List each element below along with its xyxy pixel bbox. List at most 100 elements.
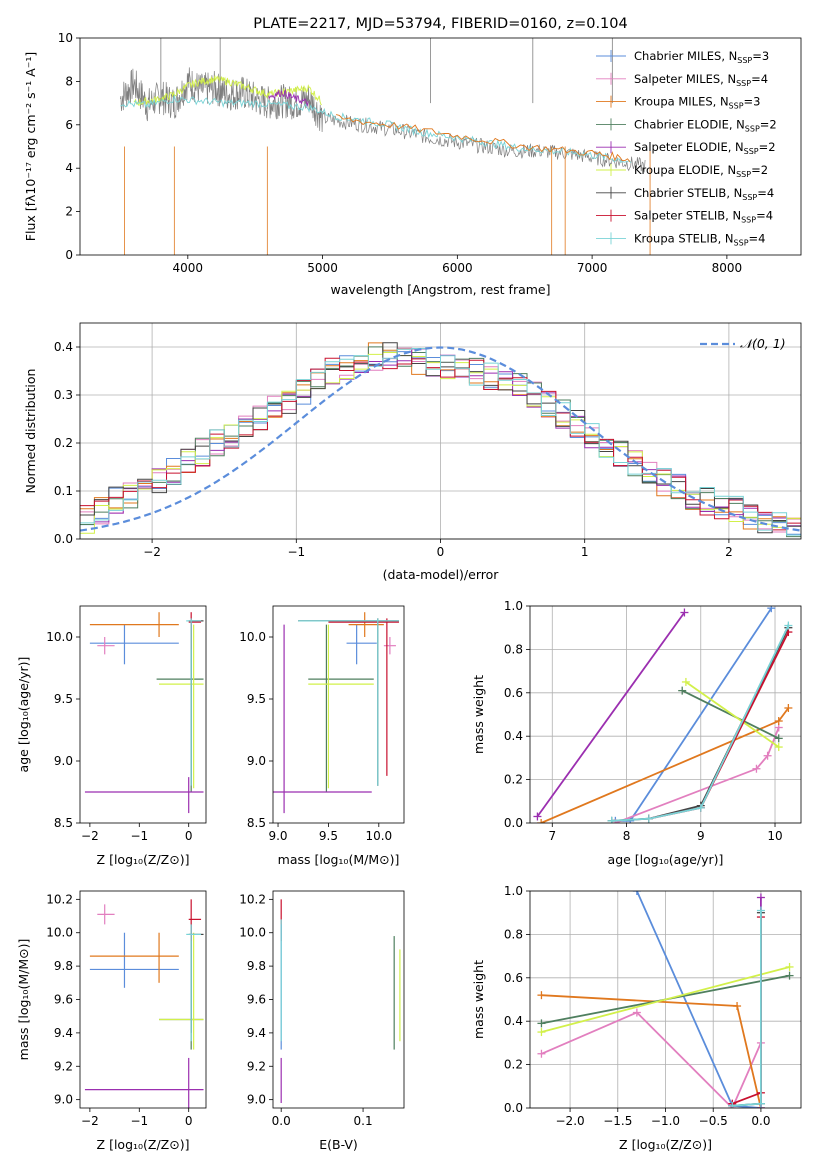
age_vs_Z-ylabel: age [log₁₀(age/yr)] xyxy=(16,657,31,773)
x-tick-label: 9.5 xyxy=(319,829,338,843)
y-tick-label: 0.2 xyxy=(504,773,523,787)
line-kroupa_stelib xyxy=(611,625,790,822)
line-kroupa_miles xyxy=(541,994,762,1108)
y-tick-label: 0.2 xyxy=(54,436,73,450)
massweight_vs_Z-frame xyxy=(529,890,802,1109)
y-tick-label: 10.2 xyxy=(239,892,266,906)
y-tick-label: 9.0 xyxy=(54,754,73,768)
x-tick-label: 0 xyxy=(437,545,445,559)
y-tick-label: 10 xyxy=(58,31,73,45)
mass_vs_Z-frame xyxy=(79,890,207,1109)
mass_vs_EBV-frame xyxy=(272,890,405,1109)
x-tick-label: −1.5 xyxy=(603,1114,632,1128)
spectrum-data-line xyxy=(120,67,646,173)
mass_vs_EBV-points xyxy=(280,899,401,1103)
y-tick-label: 10.0 xyxy=(239,630,266,644)
y-tick-label: 9.2 xyxy=(247,1059,266,1073)
x-tick-label: 1 xyxy=(581,545,589,559)
y-tick-label: 10.0 xyxy=(46,630,73,644)
y-tick-label: 8.5 xyxy=(54,816,73,830)
y-tick-label: 9.0 xyxy=(247,754,266,768)
age_vs_mass-points xyxy=(273,612,399,814)
y-tick-label: 6 xyxy=(65,118,73,132)
y-tick-label: 0.2 xyxy=(504,1058,523,1072)
x-tick-label: 0.0 xyxy=(272,1114,291,1128)
x-tick-label: 7000 xyxy=(577,261,608,275)
x-tick-label: 0.0 xyxy=(751,1114,770,1128)
age_vs_Z-frame xyxy=(79,605,207,824)
x-tick-label: −2 xyxy=(143,545,161,559)
x-tick-label: 10.0 xyxy=(365,829,392,843)
spectrum-title: PLATE=2217, MJD=53794, FIBERID=0160, z=0… xyxy=(253,16,627,32)
spectrum-model-line-kroupa_stelib xyxy=(120,94,632,164)
x-tick-label: −2 xyxy=(81,829,99,843)
line-salpeter_miles xyxy=(541,1011,762,1108)
x-tick-label: 0 xyxy=(185,1114,193,1128)
line-chabrier_elodie xyxy=(681,689,780,740)
normal-curve xyxy=(80,346,801,532)
y-tick-label: 1.0 xyxy=(504,599,523,613)
x-tick-label: 10 xyxy=(767,829,782,843)
spectrum-ylabel: Flux [fλ10⁻¹⁷ erg cm⁻² s⁻¹ A⁻¹] xyxy=(23,52,38,241)
x-tick-label: 0.1 xyxy=(354,1114,373,1128)
y-tick-label: 0.6 xyxy=(504,971,523,985)
line-salpeter_miles xyxy=(615,727,780,823)
residual-histograms xyxy=(80,342,801,539)
y-tick-label: 8.5 xyxy=(247,816,266,830)
massweight_vs_age-axes: 7 8 9 10 0.0 0.2 0.4 0.6 0.8 1.0 xyxy=(504,599,801,843)
massweight_vs_age-frame xyxy=(529,605,802,824)
x-tick-label: −1 xyxy=(130,1114,148,1128)
y-tick-label: 9.8 xyxy=(247,959,266,973)
x-tick-label: 0 xyxy=(185,829,193,843)
spectrum-lines xyxy=(120,38,651,255)
x-tick-label: 2 xyxy=(725,545,733,559)
mass_vs_Z-points xyxy=(84,899,204,1108)
y-tick-label: 0.4 xyxy=(504,729,523,743)
y-tick-label: 9.6 xyxy=(54,993,73,1007)
y-tick-label: 9.2 xyxy=(54,1059,73,1073)
y-tick-label: 9.0 xyxy=(247,1093,266,1107)
y-tick-label: 0.8 xyxy=(504,927,523,941)
age_vs_mass-axes: 9.0 9.5 10.08.59.09.510.0 xyxy=(239,630,392,843)
y-tick-label: 2 xyxy=(65,205,73,219)
y-tick-label: 0.0 xyxy=(54,532,73,546)
y-tick-label: 0.4 xyxy=(54,340,73,354)
y-tick-label: 9.0 xyxy=(54,1093,73,1107)
legend-label-kroupa_elodie: Kroupa ELODIE, NSSP=2 xyxy=(634,163,768,179)
x-tick-label: −1 xyxy=(130,829,148,843)
x-tick-label: 5000 xyxy=(307,261,338,275)
age_vs_mass-frame xyxy=(272,605,405,824)
legend-label-kroupa_miles: Kroupa MILES, NSSP=3 xyxy=(634,95,760,111)
y-tick-label: 9.4 xyxy=(247,1026,266,1040)
massweight_vs_age-xlabel: age [log₁₀(age/yr)] xyxy=(608,852,724,867)
y-tick-label: 0.0 xyxy=(504,1101,523,1115)
y-tick-label: 9.6 xyxy=(247,993,266,1007)
spectrum-xlabel: wavelength [Angstrom, rest frame] xyxy=(330,282,550,297)
y-tick-label: 9.4 xyxy=(54,1026,73,1040)
y-tick-label: 0.4 xyxy=(504,1014,523,1028)
age_vs_mass-xlabel: mass [log₁₀(M/M⊙)] xyxy=(278,852,400,867)
line-chabrier_stelib xyxy=(611,627,790,822)
x-tick-label: −1.0 xyxy=(651,1114,680,1128)
spectrum-model-line-kroupa_elodie xyxy=(133,75,322,107)
massweight_vs_Z-ylabel: mass weight xyxy=(471,960,486,1039)
mass_vs_Z-axes: −2 −1 0 9.0 9.2 9.4 9.6 9.8 10.0 10.2 xyxy=(46,892,192,1128)
y-tick-label: 4 xyxy=(65,161,73,175)
line-salpeter_elodie xyxy=(536,611,686,818)
mass_vs_EBV-xlabel: E(B-V) xyxy=(319,1137,358,1152)
massweight_vs_Z-xlabel: Z [log₁₀(Z/Z⊙)] xyxy=(619,1137,712,1152)
x-tick-label: 9.0 xyxy=(268,829,287,843)
mass_vs_Z-xlabel: Z [log₁₀(Z/Z⊙)] xyxy=(97,1137,190,1152)
x-tick-label: 4000 xyxy=(173,261,204,275)
y-tick-label: 0.8 xyxy=(504,642,523,656)
legend-label-salpeter_miles: Salpeter MILES, NSSP=4 xyxy=(634,72,768,88)
line-kroupa_elodie xyxy=(541,966,790,1033)
y-tick-label: 9.5 xyxy=(54,692,73,706)
y-tick-label: 9.5 xyxy=(247,692,266,706)
histogram-kroupa_stelib xyxy=(80,347,801,539)
residuals-xlabel: (data-model)/error xyxy=(383,567,500,582)
y-tick-label: 0.0 xyxy=(504,816,523,830)
legend-label-salpeter_stelib: Salpeter STELIB, NSSP=4 xyxy=(634,209,773,225)
x-tick-label: −2.0 xyxy=(556,1114,585,1128)
